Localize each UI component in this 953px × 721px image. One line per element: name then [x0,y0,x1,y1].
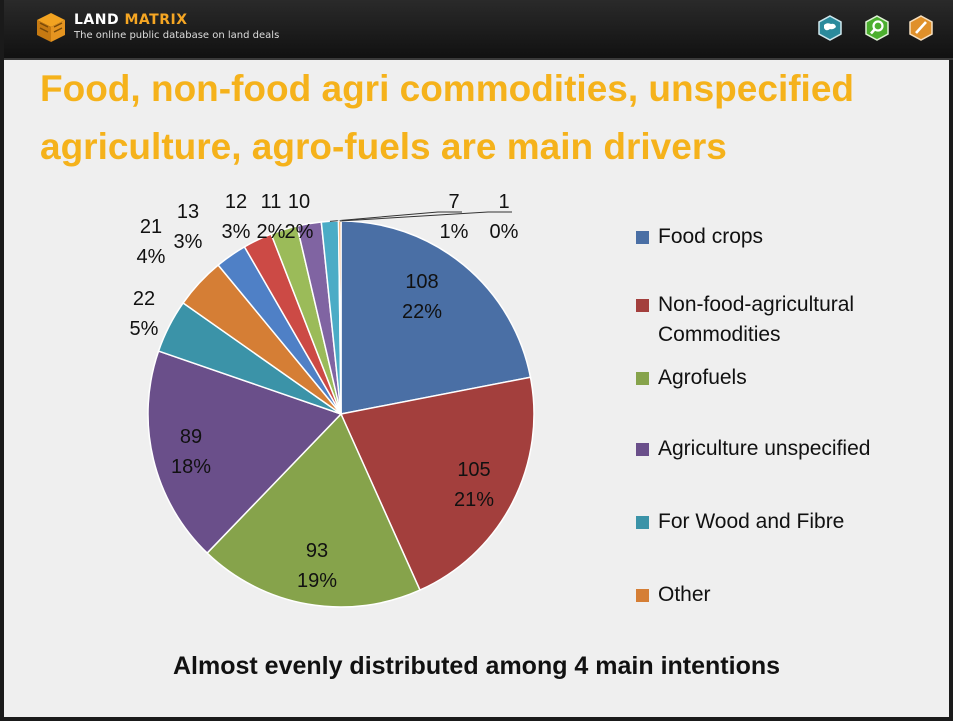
pie-chart: 108 22% 105 21% 93 19% 89 18% 22 5% 21 4% 13 3% 12 3%11… [130,191,535,608]
slice-data-label: 11 2% [257,191,286,243]
pie-slice [339,376,535,592]
slice-data-label: 22 5% [130,288,159,340]
slice-data-label: 93 19% [297,540,337,592]
legend-swatch [636,516,649,529]
legend-swatch [636,231,649,244]
legend-label: Agriculture unspecified [658,437,871,460]
legend-label: Other [658,583,711,606]
slide-title: Food, non-food agri commodities, unspeci… [40,68,854,167]
brand-name-part1: LAND [74,12,125,28]
slice-data-label: 1 0% [490,191,519,243]
globe-icon[interactable] [817,15,843,41]
pie-slice [147,350,343,555]
slice-data-label: 12 3% [222,191,251,243]
legend-swatch [636,299,649,312]
legend-label: Food crops [658,225,764,248]
legend-label: Non-food-agricultural Commodities [658,293,855,346]
label-leader-line [329,211,462,222]
legend-swatch [636,589,649,602]
slice-data-label: 21 4% [137,216,166,268]
legend-swatch [636,372,649,385]
slide-caption: Almost evenly distributed among 4 main i… [172,652,781,680]
brand-name: LAND MATRIX [74,12,187,28]
slice-data-label: 105 21% [454,459,494,511]
brand-subtitle: The online public database on land deals [74,30,280,41]
edit-icon[interactable] [908,15,934,41]
search-icon[interactable] [864,15,890,41]
label-leader-line [339,211,512,222]
slice-data-label: 10 2% [285,191,314,243]
legend-swatch [636,443,649,456]
slice-data-label: 7 1% [440,191,469,243]
legend-label: For Wood and Fibre [658,510,845,533]
legend-label: Agrofuels [658,366,747,389]
pie-slice [340,220,532,415]
slice-data-label: 13 3% [174,201,203,253]
header-bar: LAND MATRIX The online public database o… [4,0,953,60]
pie-slice [206,412,421,608]
land-matrix-logo-icon [37,13,65,42]
slice-data-label: 108 22% [402,271,442,323]
brand-name-part2: MATRIX [124,12,188,28]
slice-data-label: 89 18% [171,426,211,478]
